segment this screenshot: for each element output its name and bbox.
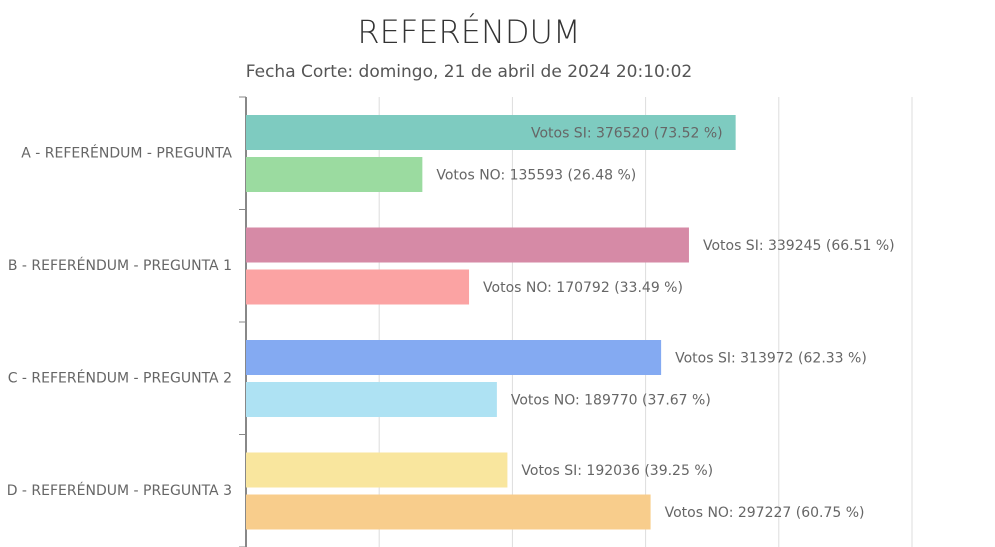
value-label: Votos SI: 192036 (39.25 %): [521, 463, 713, 479]
value-label: Votos NO: 297227 (60.75 %): [665, 505, 865, 521]
bar: [246, 269, 470, 305]
bar: [246, 340, 662, 375]
chart-title: REFERÉNDUM: [357, 13, 580, 51]
y-tick-label: B - REFERÉNDUM - PREGUNTA 1: [8, 257, 232, 274]
value-label: Votos SI: 339245 (66.51 %): [703, 238, 895, 254]
value-label: Votos NO: 135593 (26.48 %): [436, 168, 636, 184]
y-tick-label: D - REFERÉNDUM - PREGUNTA 3: [7, 482, 232, 499]
bar: [246, 494, 651, 530]
bar: [246, 157, 423, 192]
bar: [246, 382, 497, 417]
bar: [246, 227, 689, 263]
y-tick-label: A - REFERÉNDUM - PREGUNTA: [21, 144, 232, 161]
value-label: Votos SI: 376520 (73.52 %): [531, 126, 723, 142]
value-label: Votos NO: 170792 (33.49 %): [483, 280, 683, 296]
bar: [246, 115, 736, 150]
y-tick-label: C - REFERÉNDUM - PREGUNTA 2: [8, 369, 232, 386]
value-label: Votos NO: 189770 (37.67 %): [511, 393, 711, 409]
value-label: Votos SI: 313972 (62.33 %): [675, 351, 867, 367]
chart-subtitle: Fecha Corte: domingo, 21 de abril de 202…: [246, 62, 692, 82]
bar: [246, 452, 508, 488]
